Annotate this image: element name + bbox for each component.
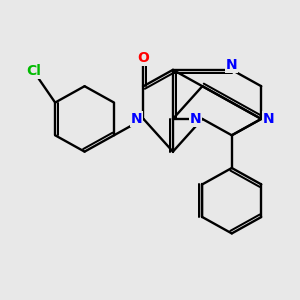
Text: N: N (226, 58, 238, 72)
Text: Cl: Cl (26, 64, 41, 79)
Text: N: N (262, 112, 274, 126)
Text: N: N (130, 112, 142, 126)
Text: O: O (137, 51, 149, 65)
Text: N: N (189, 112, 201, 126)
